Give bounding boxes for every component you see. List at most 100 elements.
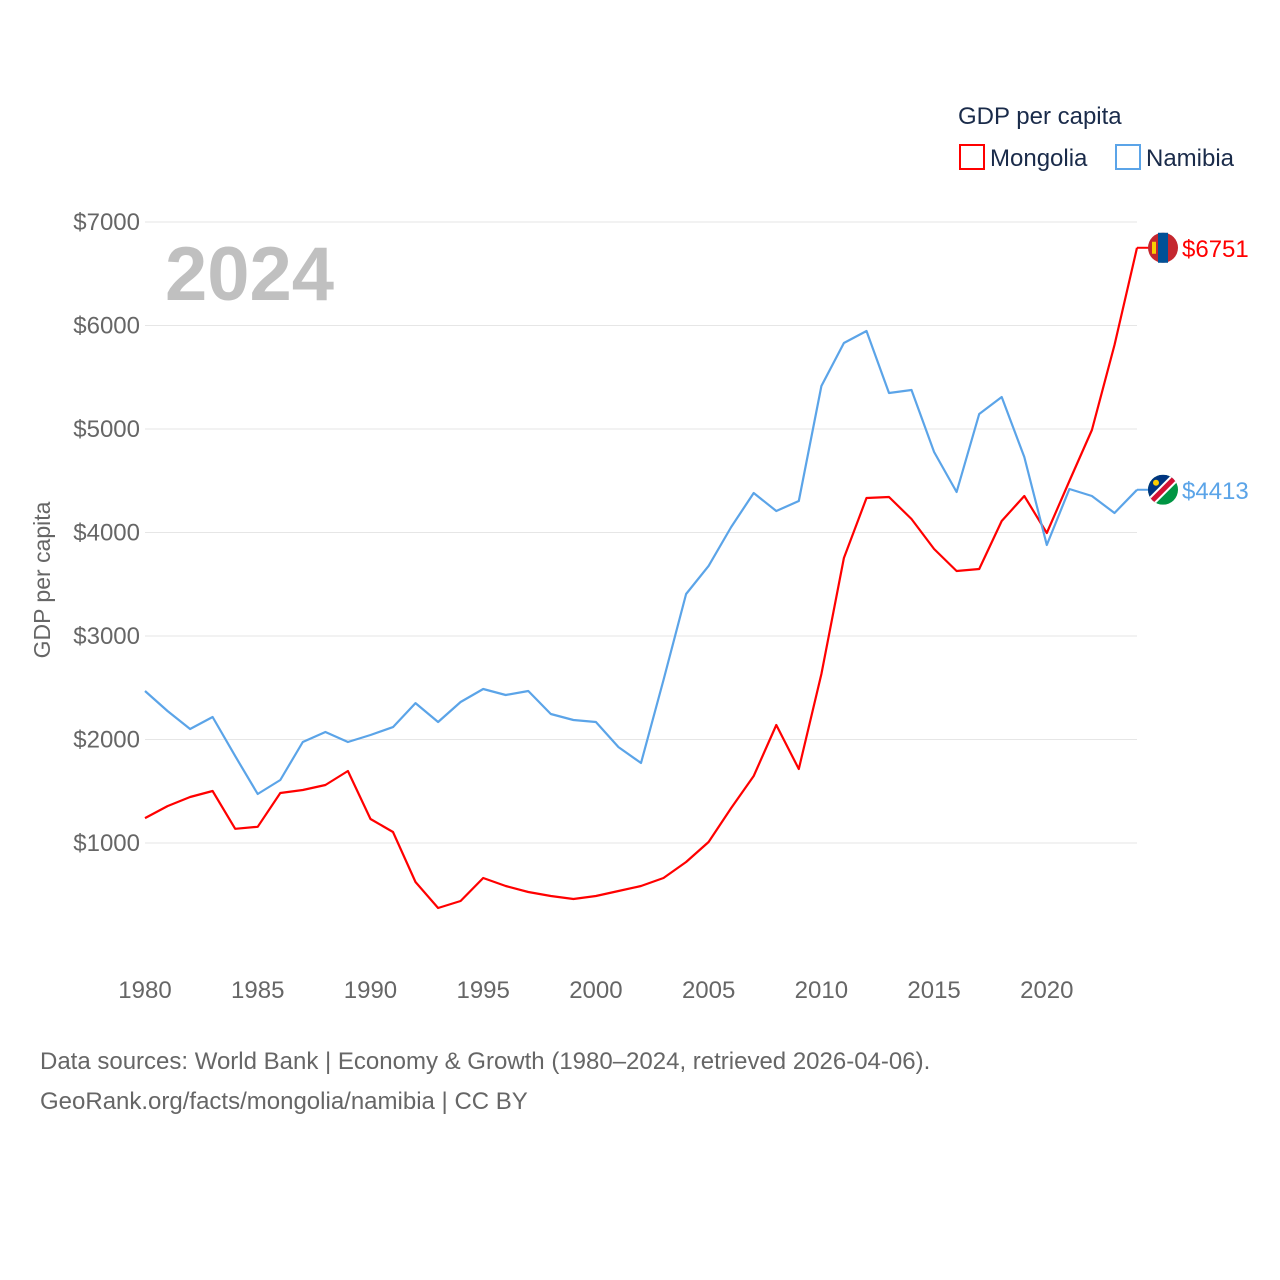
y-tick-label: $6000 <box>73 313 140 340</box>
data-point-namibia <box>931 449 937 455</box>
data-point-namibia <box>1111 510 1117 516</box>
data-point-mongolia <box>818 671 824 677</box>
data-point-mongolia <box>638 883 644 889</box>
data-point-namibia <box>886 390 892 396</box>
flag-sun <box>1153 479 1159 486</box>
data-point-namibia <box>413 700 419 706</box>
year-watermark: 2024 <box>165 232 334 317</box>
flag-body <box>1148 474 1178 505</box>
end-value-label: $6751 <box>1182 236 1249 263</box>
x-tick-label: 1995 <box>456 977 509 1004</box>
x-tick-label: 2005 <box>682 977 735 1004</box>
source-line-1: Data sources: World Bank | Economy & Gro… <box>40 1048 931 1075</box>
data-point-namibia <box>909 387 915 393</box>
data-point-namibia <box>1044 542 1050 548</box>
data-point-mongolia <box>390 829 396 835</box>
data-point-mongolia <box>345 768 351 774</box>
x-tick-label: 2015 <box>907 977 960 1004</box>
x-tick-label: 2020 <box>1020 977 1073 1004</box>
y-tick-label: $2000 <box>73 727 140 754</box>
data-point-namibia <box>661 677 667 683</box>
data-point-namibia <box>345 739 351 745</box>
data-point-namibia <box>232 753 238 759</box>
data-point-mongolia <box>525 889 531 895</box>
data-point-mongolia <box>367 816 373 822</box>
data-point-namibia <box>525 688 531 694</box>
data-point-mongolia <box>165 803 171 809</box>
mongolia-flag-icon <box>1148 232 1178 263</box>
data-point-namibia <box>728 524 734 530</box>
data-point-namibia <box>210 714 216 720</box>
data-point-namibia <box>390 724 396 730</box>
x-tick-label: 1985 <box>231 977 284 1004</box>
data-point-mongolia <box>773 722 779 728</box>
data-point-namibia <box>841 340 847 346</box>
data-point-mongolia <box>458 898 464 904</box>
data-point-namibia <box>367 732 373 738</box>
data-point-namibia <box>570 717 576 723</box>
data-point-mongolia <box>661 875 667 881</box>
flag-soyombo <box>1152 241 1156 254</box>
data-point-namibia <box>796 498 802 504</box>
data-point-mongolia <box>954 568 960 574</box>
data-point-namibia <box>954 489 960 495</box>
data-point-namibia <box>773 508 779 514</box>
data-point-mongolia <box>615 888 621 894</box>
data-point-mongolia <box>1066 478 1072 484</box>
data-point-mongolia <box>570 896 576 902</box>
data-point-namibia <box>458 699 464 705</box>
data-point-namibia <box>818 383 824 389</box>
data-point-mongolia <box>999 518 1005 524</box>
y-tick-label: $7000 <box>73 209 140 236</box>
end-labels: $6751 $4413 <box>1137 232 1249 505</box>
source-line-2[interactable]: GeoRank.org/facts/mongolia/namibia | CC … <box>40 1088 528 1115</box>
legend-swatch-mongolia <box>959 144 985 170</box>
data-point-namibia <box>1089 493 1095 499</box>
data-point-mongolia <box>593 893 599 899</box>
data-point-mongolia <box>886 494 892 500</box>
x-tick-label: 2010 <box>795 977 848 1004</box>
data-point-namibia <box>300 739 306 745</box>
legend-label-mongolia[interactable]: Mongolia <box>990 145 1088 172</box>
data-point-mongolia <box>255 824 261 830</box>
series-lines <box>142 247 1139 911</box>
data-point-namibia <box>863 328 869 334</box>
legend-label-namibia[interactable]: Namibia <box>1146 145 1235 172</box>
data-point-namibia <box>142 688 148 694</box>
data-point-namibia <box>999 394 1005 400</box>
data-point-mongolia <box>976 566 982 572</box>
legend-swatch-namibia <box>1115 144 1141 170</box>
data-point-namibia <box>615 744 621 750</box>
y-axis-ticks: $1000 $2000 $3000 $4000 $5000 $6000 $7000 <box>73 209 140 857</box>
data-point-mongolia <box>480 875 486 881</box>
data-point-mongolia <box>796 766 802 772</box>
data-point-mongolia <box>1089 427 1095 433</box>
data-point-mongolia <box>435 905 441 911</box>
data-point-mongolia <box>683 859 689 865</box>
flag-blue-band <box>1158 232 1168 263</box>
data-point-namibia <box>165 708 171 714</box>
data-point-mongolia <box>706 839 712 845</box>
legend: GDP per capita Mongolia Namibia <box>958 103 1235 172</box>
x-tick-label: 1980 <box>118 977 171 1004</box>
y-tick-label: $4000 <box>73 520 140 547</box>
data-point-namibia <box>548 711 554 717</box>
data-point-mongolia <box>322 782 328 788</box>
data-point-namibia <box>751 490 757 496</box>
source-footer: Data sources: World Bank | Economy & Gro… <box>40 1042 930 1122</box>
data-point-namibia <box>638 760 644 766</box>
data-point-namibia <box>480 686 486 692</box>
data-point-mongolia <box>142 815 148 821</box>
data-point-namibia <box>1021 454 1027 460</box>
data-point-namibia <box>322 729 328 735</box>
y-tick-label: $5000 <box>73 416 140 443</box>
data-point-namibia <box>187 726 193 732</box>
series-line-namibia <box>144 329 1138 796</box>
y-tick-label: $1000 <box>73 830 140 857</box>
namibia-flag-icon <box>1148 474 1178 505</box>
data-point-mongolia <box>931 546 937 552</box>
data-point-namibia <box>435 719 441 725</box>
y-axis-label: GDP per capita <box>29 501 55 658</box>
x-tick-label: 2000 <box>569 977 622 1004</box>
